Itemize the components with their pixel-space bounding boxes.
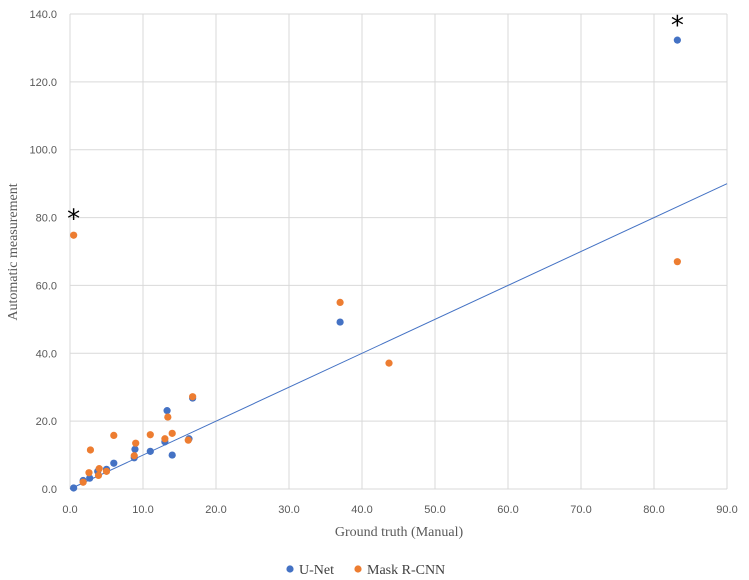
point-u-net bbox=[336, 318, 344, 326]
point-u-net bbox=[110, 459, 118, 467]
point-u-net bbox=[70, 484, 78, 492]
point-mask-r-cnn bbox=[336, 298, 344, 306]
point-mask-r-cnn bbox=[110, 431, 118, 439]
point-u-net bbox=[168, 451, 176, 459]
legend-label-u-net: U-Net bbox=[299, 563, 334, 578]
y-tick-label: 120.0 bbox=[29, 77, 57, 89]
y-tick-label: 40.0 bbox=[36, 348, 57, 360]
point-mask-r-cnn bbox=[86, 446, 95, 454]
annotations: ** bbox=[67, 11, 684, 234]
y-tick-label: 80.0 bbox=[36, 213, 57, 225]
legend: U-Net Mask R-CNN bbox=[286, 563, 445, 578]
point-mask-r-cnn bbox=[132, 439, 140, 447]
point-u-net bbox=[86, 474, 94, 482]
point-mask-r-cnn bbox=[168, 429, 176, 437]
x-tick-label: 70.0 bbox=[570, 504, 591, 516]
point-mask-r-cnn bbox=[102, 467, 111, 475]
legend-marker-mask-r-cnn bbox=[354, 565, 362, 573]
point-mask-r-cnn bbox=[673, 258, 681, 266]
point-mask-r-cnn bbox=[70, 231, 78, 239]
point-mask-r-cnn bbox=[79, 478, 87, 486]
legend-label-mask-r-cnn: Mask R-CNN bbox=[367, 563, 445, 578]
y-tick-label: 60.0 bbox=[36, 280, 57, 292]
y-tick-labels: 0.0 20.0 40.0 60.0 80.0 100.0 120.0 140.0 bbox=[29, 9, 57, 496]
point-u-net bbox=[673, 36, 681, 44]
x-axis-title: Ground truth (Manual) bbox=[335, 525, 464, 540]
x-tick-label: 0.0 bbox=[62, 504, 77, 516]
data-points bbox=[70, 36, 681, 492]
point-mask-r-cnn bbox=[164, 413, 172, 421]
point-mask-r-cnn bbox=[146, 431, 154, 439]
point-mask-r-cnn bbox=[95, 465, 103, 473]
y-axis-title: Automatic measurement bbox=[6, 183, 21, 320]
point-mask-r-cnn bbox=[130, 452, 138, 460]
x-tick-label: 10.0 bbox=[132, 504, 153, 516]
legend-marker-u-net bbox=[286, 565, 294, 573]
y-tick-label: 20.0 bbox=[36, 416, 57, 428]
x-tick-label: 20.0 bbox=[205, 504, 226, 516]
point-mask-r-cnn bbox=[85, 469, 93, 477]
asterisk-annotation: * bbox=[671, 11, 684, 41]
point-mask-r-cnn bbox=[189, 393, 197, 401]
x-tick-label: 60.0 bbox=[497, 504, 518, 516]
trendline-group bbox=[69, 183, 728, 490]
y-tick-label: 140.0 bbox=[29, 9, 57, 21]
gridlines bbox=[69, 13, 728, 490]
x-tick-label: 30.0 bbox=[278, 504, 299, 516]
point-u-net bbox=[131, 445, 139, 453]
y-tick-label: 0.0 bbox=[42, 484, 57, 496]
x-tick-label: 90.0 bbox=[716, 504, 737, 516]
point-u-net bbox=[163, 407, 171, 415]
y-tick-label: 100.0 bbox=[29, 145, 57, 157]
x-tick-labels: 0.0 10.0 20.0 30.0 40.0 50.0 60.0 70.0 80.0 90.0 bbox=[62, 504, 737, 516]
point-mask-r-cnn bbox=[385, 359, 393, 367]
point-u-net bbox=[146, 447, 154, 455]
x-tick-label: 40.0 bbox=[351, 504, 372, 516]
x-tick-label: 80.0 bbox=[643, 504, 664, 516]
trendline bbox=[69, 183, 728, 490]
point-mask-r-cnn bbox=[184, 436, 192, 444]
x-tick-label: 50.0 bbox=[424, 504, 445, 516]
point-mask-r-cnn bbox=[94, 471, 103, 480]
point-mask-r-cnn bbox=[161, 435, 169, 443]
asterisk-annotation: * bbox=[67, 205, 80, 235]
